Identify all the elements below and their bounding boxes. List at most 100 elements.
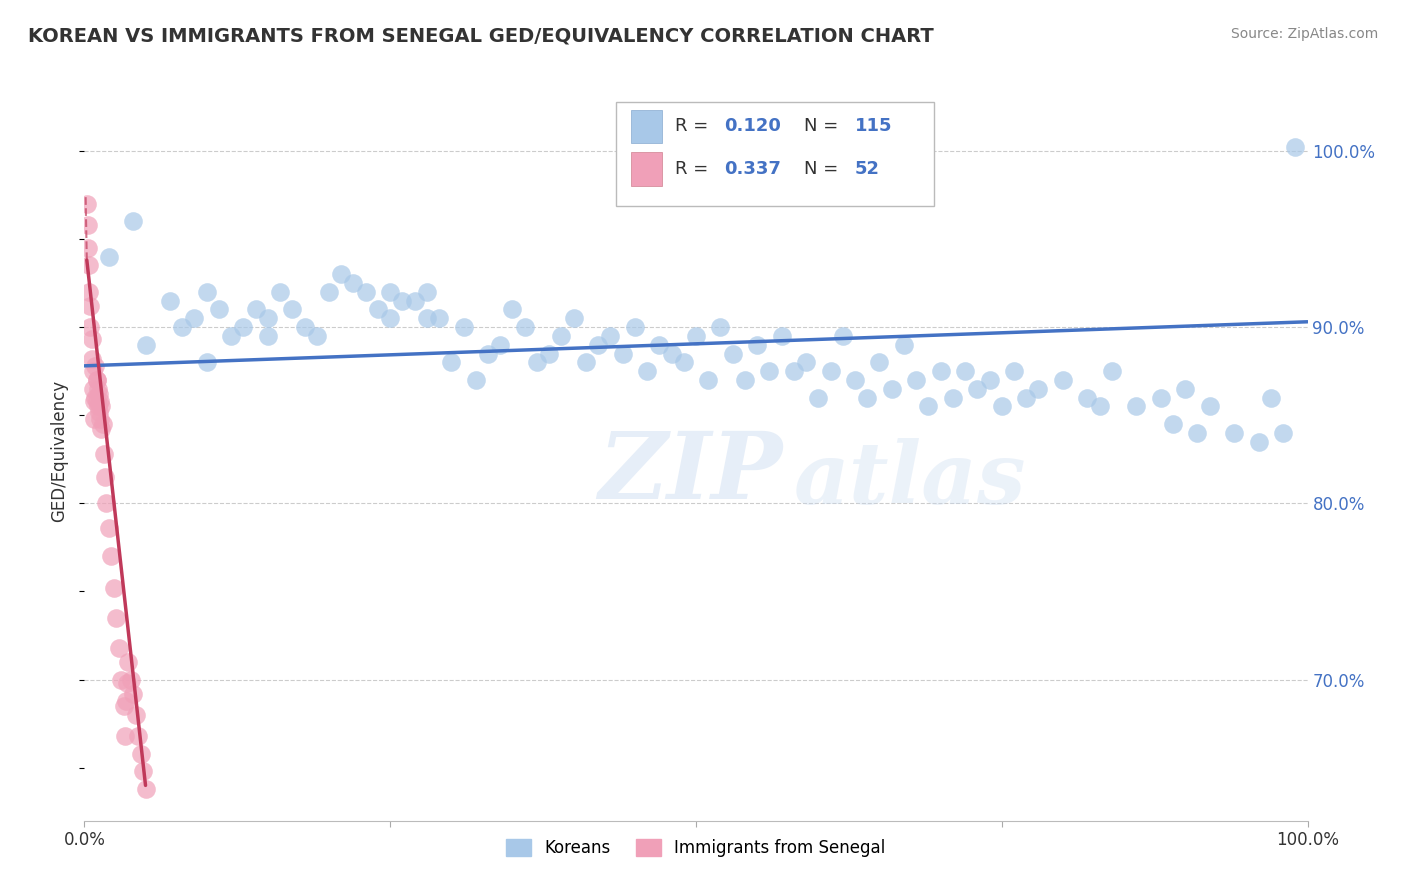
Point — [90, 422, 112, 436]
Point — [721, 346, 744, 360]
Point — [122, 214, 145, 228]
Y-axis label: GED/Equivalency: GED/Equivalency — [51, 379, 69, 522]
Point — [453, 320, 475, 334]
Point — [1272, 425, 1295, 440]
Point — [103, 581, 125, 595]
Point — [125, 707, 148, 722]
Point — [330, 267, 353, 281]
Point — [77, 285, 100, 299]
Point — [76, 196, 98, 211]
Point — [80, 351, 103, 366]
Point — [624, 320, 647, 334]
Point — [648, 337, 671, 351]
Text: 52: 52 — [855, 161, 880, 178]
Point — [477, 346, 499, 360]
Point — [1088, 400, 1111, 414]
Point — [1260, 391, 1282, 405]
Point — [135, 337, 157, 351]
Point — [1223, 425, 1246, 440]
Point — [79, 299, 101, 313]
Point — [120, 673, 142, 687]
Point — [538, 346, 561, 360]
Point — [91, 417, 114, 431]
Point — [90, 400, 112, 414]
Point — [831, 329, 853, 343]
Point — [107, 640, 129, 655]
Point — [562, 311, 585, 326]
Point — [404, 293, 426, 308]
Point — [1015, 391, 1038, 405]
Point — [83, 394, 105, 409]
Point — [1247, 434, 1270, 449]
Point — [550, 329, 572, 343]
Point — [1187, 425, 1209, 440]
Point — [1076, 391, 1098, 405]
Point — [929, 364, 952, 378]
Point — [77, 218, 100, 232]
Text: R =: R = — [675, 117, 714, 136]
Point — [183, 311, 205, 326]
Point — [232, 320, 254, 334]
Text: N =: N = — [804, 161, 844, 178]
Point — [1198, 400, 1220, 414]
FancyBboxPatch shape — [616, 103, 935, 206]
Point — [110, 673, 132, 687]
Point — [77, 258, 100, 272]
Point — [380, 311, 402, 326]
Point — [427, 311, 450, 326]
Point — [132, 764, 155, 779]
Point — [1174, 382, 1197, 396]
Point — [783, 364, 806, 378]
Point — [794, 355, 817, 369]
Point — [100, 549, 122, 564]
Point — [294, 320, 316, 334]
Point — [1028, 382, 1050, 396]
Point — [208, 302, 231, 317]
Point — [105, 611, 128, 625]
Point — [257, 311, 280, 326]
Point — [672, 355, 695, 369]
Point — [87, 405, 110, 419]
Point — [86, 373, 108, 387]
Point — [129, 747, 152, 761]
Point — [82, 382, 104, 396]
Point — [893, 337, 915, 351]
Point — [709, 320, 731, 334]
Point — [979, 373, 1001, 387]
Point — [342, 276, 364, 290]
Point — [502, 302, 524, 317]
Point — [93, 447, 115, 461]
Point — [1052, 373, 1074, 387]
Point — [97, 250, 120, 264]
Point — [416, 311, 439, 326]
Text: R =: R = — [675, 161, 714, 178]
Point — [172, 320, 194, 334]
Point — [84, 359, 107, 373]
Point — [80, 333, 103, 347]
Point — [115, 694, 138, 708]
Text: 115: 115 — [855, 117, 893, 136]
Point — [380, 285, 402, 299]
Point — [661, 346, 683, 360]
Bar — [631, 110, 662, 143]
Point — [86, 373, 108, 387]
Point — [87, 382, 110, 396]
Point — [159, 293, 181, 308]
Point — [367, 302, 389, 317]
Point — [1284, 140, 1306, 154]
Legend: Koreans, Immigrants from Senegal: Koreans, Immigrants from Senegal — [499, 832, 893, 864]
Point — [513, 320, 536, 334]
Point — [612, 346, 634, 360]
Point — [991, 400, 1014, 414]
Point — [115, 676, 138, 690]
Point — [79, 320, 101, 334]
Point — [87, 387, 110, 401]
Point — [122, 687, 145, 701]
Point — [1101, 364, 1123, 378]
Point — [135, 781, 157, 796]
Point — [89, 411, 111, 425]
Bar — [631, 153, 662, 186]
Text: ZIP: ZIP — [598, 427, 782, 517]
Point — [905, 373, 928, 387]
Point — [1125, 400, 1147, 414]
